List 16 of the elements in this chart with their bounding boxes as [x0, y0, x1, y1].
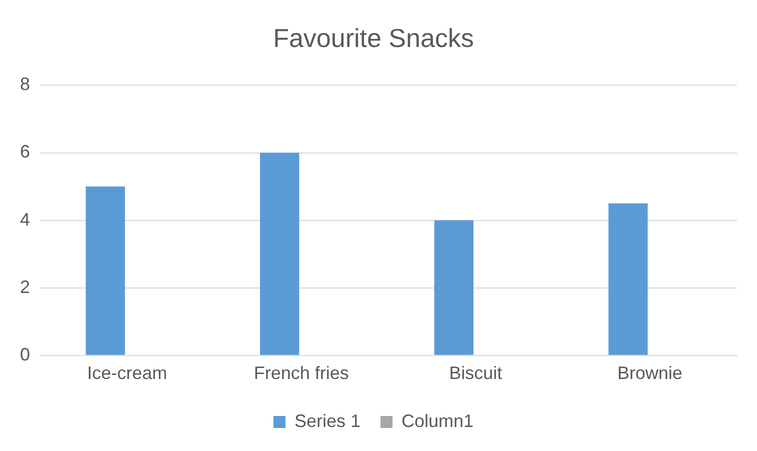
x-tick-label: Ice-cream	[87, 363, 168, 384]
bar	[434, 220, 474, 355]
y-tick-label: 4	[20, 209, 30, 230]
x-tick-label: Brownie	[617, 363, 682, 384]
chart-title: Favourite Snacks	[273, 22, 474, 53]
legend-label: Series 1	[294, 410, 361, 431]
y-tick-label: 2	[20, 276, 30, 297]
x-tick-label: Biscuit	[449, 363, 502, 384]
legend-label: Column1	[402, 410, 474, 431]
y-tick-label: 6	[20, 142, 30, 162]
y-tick-label: 0	[20, 344, 30, 364]
y-tick-label: 8	[20, 74, 30, 94]
x-tick-label: French fries	[254, 363, 349, 384]
bar	[608, 203, 648, 355]
bar	[86, 186, 125, 355]
bar	[260, 152, 300, 355]
